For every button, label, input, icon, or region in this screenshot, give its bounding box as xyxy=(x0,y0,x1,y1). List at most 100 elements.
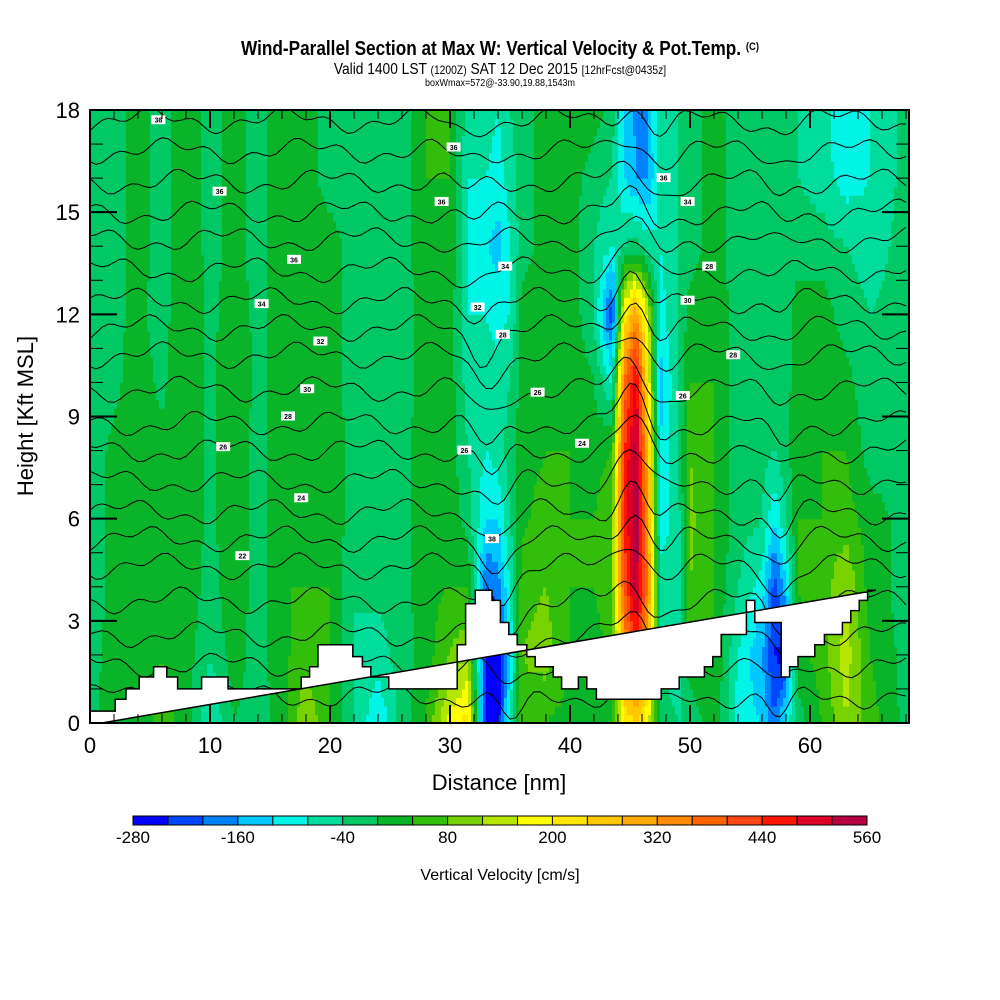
contour-label-bg xyxy=(300,384,315,394)
field-cell xyxy=(477,178,481,315)
field-cell xyxy=(696,706,700,723)
field-cell xyxy=(762,110,766,494)
field-cell xyxy=(768,671,772,723)
field-cell xyxy=(447,688,451,715)
field-cell xyxy=(636,297,640,307)
field-cell xyxy=(867,110,871,179)
field-cell xyxy=(585,518,589,588)
field-cell xyxy=(612,322,616,341)
field-cell xyxy=(642,271,646,281)
field-cell xyxy=(846,459,850,545)
field-cell xyxy=(645,706,649,723)
field-cell xyxy=(129,110,133,723)
field-cell xyxy=(720,680,724,723)
field-cell xyxy=(534,612,538,673)
field-cell xyxy=(495,561,499,605)
contour-label-bg xyxy=(470,302,485,312)
field-cell xyxy=(459,518,463,588)
field-cell xyxy=(633,331,637,349)
field-cell xyxy=(264,110,268,723)
field-cell xyxy=(669,373,673,400)
contour-label-bg xyxy=(212,186,227,196)
field-cell xyxy=(858,527,862,639)
field-cell xyxy=(681,425,685,494)
field-cell xyxy=(471,314,475,537)
field-cell xyxy=(633,195,637,222)
field-cell xyxy=(636,408,640,486)
colorbar-swatch xyxy=(132,815,169,826)
field-cell xyxy=(618,365,622,383)
contour-label: 28 xyxy=(495,329,510,339)
y-tick-label: 3 xyxy=(68,609,80,634)
field-cell xyxy=(411,110,415,273)
field-cell xyxy=(495,467,499,520)
field-cell xyxy=(621,527,625,588)
field-cell xyxy=(882,501,886,723)
field-cell xyxy=(480,178,484,315)
field-cell xyxy=(711,654,715,723)
field-cell xyxy=(849,365,853,486)
field-cell xyxy=(609,305,613,324)
theta-contour-36 xyxy=(90,184,907,229)
copyright-mark: (C) xyxy=(745,41,759,53)
field-cell xyxy=(774,706,778,723)
field-cell xyxy=(639,697,643,716)
field-cell xyxy=(750,535,754,596)
field-cell xyxy=(201,544,205,699)
field-cell xyxy=(792,612,796,723)
field-cell xyxy=(549,620,553,664)
y-tick-label: 12 xyxy=(56,302,80,327)
field-cell xyxy=(825,220,829,290)
field-cell xyxy=(330,212,334,723)
field-cell xyxy=(621,305,625,324)
contour-label-text: 36 xyxy=(216,189,224,196)
colorbar-swatch xyxy=(761,815,798,826)
field-cell xyxy=(624,314,628,324)
contour-label: 28 xyxy=(726,350,741,360)
field-cell xyxy=(636,373,640,409)
contour-label-text: 34 xyxy=(258,302,266,309)
field-cell xyxy=(507,314,511,392)
theta-contour-34 xyxy=(90,240,907,289)
field-cell xyxy=(618,110,622,196)
field-cell xyxy=(99,671,103,723)
field-cell xyxy=(627,110,631,188)
field-cell xyxy=(663,671,667,723)
field-cell xyxy=(507,688,511,723)
field-cell xyxy=(534,110,538,486)
field-cell xyxy=(693,271,697,384)
field-cell xyxy=(333,220,337,723)
field-cell xyxy=(762,646,766,673)
field-cell xyxy=(501,706,505,723)
contour-label-text: 22 xyxy=(239,554,247,561)
field-cell xyxy=(624,373,628,400)
field-cell xyxy=(666,110,670,332)
contour-label: 24 xyxy=(575,438,589,448)
field-cell xyxy=(474,314,478,630)
field-cell xyxy=(639,612,643,647)
contour-label: 26 xyxy=(457,445,472,455)
field-cell xyxy=(483,629,487,723)
field-cell xyxy=(648,305,652,332)
contour-label-text: 24 xyxy=(578,441,586,448)
field-cell xyxy=(753,637,757,707)
field-cell xyxy=(645,263,649,273)
field-cell xyxy=(534,671,538,723)
field-cell xyxy=(786,671,790,707)
field-cell xyxy=(804,518,808,622)
field-cell xyxy=(594,110,598,137)
field-cell xyxy=(666,331,670,537)
field-cell xyxy=(876,493,880,707)
field-cell xyxy=(504,697,508,723)
field-cell xyxy=(345,110,349,723)
field-cell xyxy=(633,365,637,383)
field-cell xyxy=(519,297,523,579)
field-cell xyxy=(810,663,814,723)
colorbar-swatch xyxy=(621,815,658,826)
field-cell xyxy=(849,646,853,664)
field-cell xyxy=(510,688,514,723)
field-cell xyxy=(897,706,901,723)
field-cell xyxy=(645,178,649,205)
contour-label: 28 xyxy=(702,261,717,271)
contour-label-bg xyxy=(434,196,449,206)
